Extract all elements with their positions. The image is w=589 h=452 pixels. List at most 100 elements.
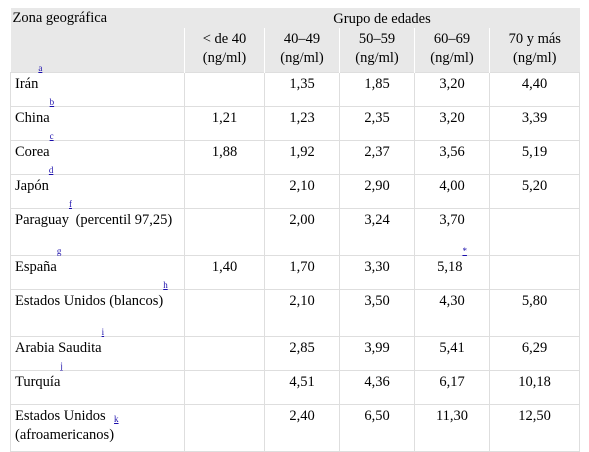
zone-label-suffix: (percentil 97,25) (71, 212, 173, 228)
value-text: 3,70 (439, 212, 465, 228)
col-unit: (ng/ml) (280, 50, 324, 66)
header-zona: Zona geográfica (10, 8, 185, 73)
zone-label: Arabia Saudita (15, 340, 102, 356)
header-col-60-69: 60–69 (ng/ml) (414, 28, 490, 73)
value-cell: 1,92 (264, 140, 340, 175)
table-row: Arabia Saudita i 2,85 3,99 5,41 6,29 (10, 328, 581, 371)
zone-label: Turquía (15, 374, 61, 390)
value-cell (184, 208, 265, 256)
table-body: Irán a 1,35 1,85 3,20 4,40 China b 1,21 1,23 2,35 3… (10, 64, 581, 452)
zone-label: Japón (15, 178, 49, 194)
value-text: 2,35 (364, 110, 390, 126)
value-cell: 10,18 (488, 370, 581, 405)
value-text: 1,70 (289, 259, 315, 275)
value-text: 6,29 (521, 340, 548, 356)
value-text: 4,40 (521, 76, 548, 92)
value-text: 1,21 (211, 110, 238, 126)
table-row: Estados Unidos (afroamericanos)k 2,40 6,50… (10, 404, 581, 452)
value-text: 3,20 (439, 110, 465, 126)
value-text: 1,23 (289, 110, 315, 126)
value-cell: 2,40 (264, 404, 340, 452)
table-row: Japón d 2,10 2,90 4,00 5,20 (10, 166, 581, 209)
col-range: 40–49 (283, 31, 321, 47)
value-text: 6,50 (364, 408, 390, 424)
value-text: 3,99 (364, 340, 390, 356)
row-zone-name: Paraguay f (percentil 97,25) (10, 200, 185, 256)
header-col-50-59: 50–59 (ng/ml) (339, 28, 415, 73)
zone-label: España (15, 259, 57, 275)
value-text: 4,00 (439, 178, 465, 194)
value-cell (184, 72, 265, 107)
value-cell: 5,20 (488, 174, 581, 209)
row-zone-name: España g (10, 247, 185, 290)
row-zone-name: Turquía j (10, 362, 185, 405)
value-cell: 1,88 (184, 140, 265, 175)
header-grupo-edades: Grupo de edades (184, 8, 580, 28)
value-cell: 4,51 (264, 370, 340, 405)
footnote-link[interactable]: k (114, 414, 119, 425)
value-text: 2,10 (289, 178, 315, 194)
value-cell: 2,37 (339, 140, 415, 175)
psa-reference-table: Zona geográfica Grupo de edades < de 40 (… (10, 8, 581, 452)
asterisk-note-link[interactable]: * (462, 246, 467, 257)
value-cell (184, 370, 265, 405)
value-text: 2,85 (289, 340, 315, 356)
col-range: 60–69 (433, 31, 471, 47)
value-text: 3,20 (439, 76, 465, 92)
value-text: 2,37 (364, 144, 390, 160)
zone-label: Estados Unidos (blancos) (15, 293, 164, 309)
footnote-link[interactable]: g (56, 246, 62, 257)
value-text: 2,40 (289, 408, 315, 424)
value-text: 12,50 (518, 408, 551, 424)
value-cell (488, 208, 581, 256)
footnote-link[interactable]: j (60, 361, 63, 372)
value-text: 4,36 (364, 374, 390, 390)
footnote-link[interactable]: c (49, 131, 54, 142)
table-row: España g 1,40 1,70 3,30 5,18 * (10, 247, 581, 290)
row-zone-name: Estados Unidos (blancos) h (10, 281, 185, 337)
value-text: 3,56 (439, 144, 465, 160)
footnote-link[interactable]: i (101, 327, 105, 338)
footnote-link[interactable]: f (68, 199, 72, 210)
value-cell (184, 404, 265, 452)
footnote-link[interactable]: d (48, 165, 54, 176)
value-text: 1,92 (289, 144, 315, 160)
table-row: Irán a 1,35 1,85 3,20 4,40 (10, 64, 581, 107)
footnote-link[interactable]: b (49, 97, 55, 108)
col-unit: (ng/ml) (513, 50, 557, 66)
value-cell: 3,30 (339, 255, 415, 290)
zone-label: Irán (15, 76, 39, 92)
table-header: Zona geográfica Grupo de edades < de 40 (… (10, 8, 580, 73)
value-text: 4,30 (439, 293, 465, 309)
value-cell: 1,85 (339, 72, 415, 107)
value-cell: 2,35 (339, 106, 415, 141)
value-cell: 4,00 (414, 174, 490, 209)
value-text: 5,18 (437, 259, 463, 275)
table-row: Corea c 1,88 1,92 2,37 3,56 5,19 (10, 132, 581, 175)
table-row: China b 1,21 1,23 2,35 3,20 3,39 (10, 98, 581, 141)
footnote-link[interactable]: h (163, 280, 168, 291)
row-zone-name: Arabia Saudita i (10, 328, 185, 371)
value-cell: 12,50 (488, 404, 581, 452)
value-text: 1,88 (211, 144, 238, 160)
zone-label: Estados Unidos (afroamericanos) (15, 408, 115, 443)
value-cell: 3,99 (339, 336, 415, 371)
psa-reference-table-container: Zona geográfica Grupo de edades < de 40 (… (10, 8, 581, 452)
col-range: < de 40 (202, 31, 247, 47)
value-cell: 6,50 (339, 404, 415, 452)
value-text: 3,39 (521, 110, 548, 126)
col-unit: (ng/ml) (355, 50, 399, 66)
value-cell: 6,29 (488, 336, 581, 371)
value-cell: 4,40 (488, 72, 581, 107)
value-cell: 3,39 (488, 106, 581, 141)
row-zone-name: China b (10, 98, 185, 141)
value-text: 1,35 (289, 76, 315, 92)
footnote-link[interactable]: a (38, 63, 43, 74)
row-zone-name: Irán a (10, 64, 185, 107)
col-unit: (ng/ml) (202, 50, 247, 66)
value-text: 3,24 (364, 212, 390, 228)
value-cell: 3,56 (414, 140, 490, 175)
value-cell: 1,70 (264, 255, 340, 290)
value-text: 5,41 (439, 340, 465, 356)
value-cell: 2,85 (264, 336, 340, 371)
